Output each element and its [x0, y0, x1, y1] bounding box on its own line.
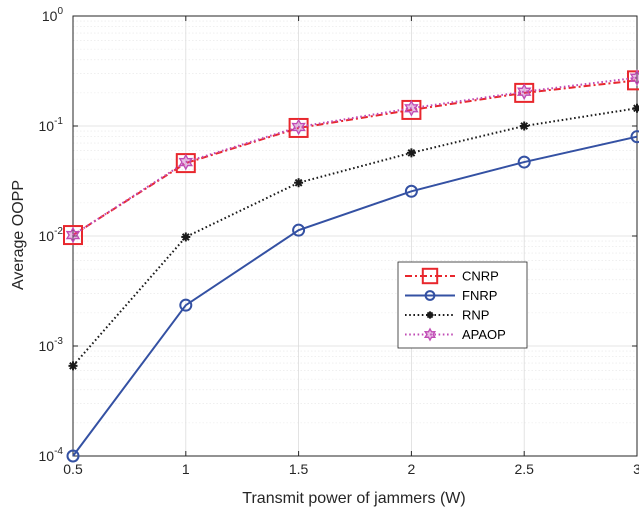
series-layer [63, 69, 639, 463]
legend-marker-rnp [426, 311, 434, 319]
data-point-rnp [68, 361, 78, 371]
legend-label-apaop: APAOP [462, 327, 506, 342]
data-point-apaop [65, 226, 81, 244]
data-point-fnrp [630, 130, 639, 144]
y-tick-label: 10-2 [39, 226, 64, 244]
x-tick-label: 2.5 [514, 461, 534, 477]
legend-marker-cnrp [421, 267, 439, 285]
data-point-rnp [181, 232, 191, 242]
data-point-apaop [516, 83, 532, 101]
data-point-rnp [294, 178, 304, 188]
data-point-apaop [629, 69, 639, 87]
y-axis-label: Average OOPP [10, 180, 27, 290]
y-tick-label: 10-4 [39, 446, 64, 464]
legend-marker-fnrp [424, 290, 436, 301]
y-tick-label: 100 [42, 6, 64, 24]
x-tick-label: 1 [182, 461, 190, 477]
data-point-fnrp [517, 155, 531, 169]
series-rnp [68, 103, 639, 371]
data-point-rnp [406, 148, 416, 158]
x-tick-label: 0.5 [63, 461, 83, 477]
x-tick-label: 3 [633, 461, 639, 477]
data-point-cnrp [63, 225, 83, 246]
data-point-fnrp [292, 223, 306, 237]
legend-label-rnp: RNP [462, 308, 489, 323]
data-point-apaop [291, 118, 306, 136]
data-point-fnrp [179, 298, 193, 312]
legend-label-cnrp: CNRP [462, 269, 499, 284]
series-fnrp [66, 130, 639, 463]
y-tick-label: 10-3 [39, 336, 64, 354]
data-point-apaop [178, 153, 194, 171]
data-point-rnp [632, 103, 639, 113]
x-tick-label: 1.5 [289, 461, 309, 477]
series-apaop [65, 69, 639, 244]
x-axis-label: Transmit power of jammers (W) [242, 490, 465, 507]
series-line-cnrp [72, 79, 638, 236]
legend: CNRP FNRP RNP APAOP [397, 261, 528, 349]
plot-border [72, 15, 638, 457]
data-point-fnrp [404, 184, 418, 198]
legend-item-rnp: RNP [405, 308, 489, 323]
tick-labels: 0.5 1 1.5 2 2.5 3 10-4 10-3 10-2 10-1 100 [39, 6, 639, 477]
y-tick-label: 10-1 [39, 116, 64, 134]
legend-item-apaop: APAOP [405, 327, 506, 342]
legend-item-fnrp: FNRP [405, 288, 497, 303]
legend-box [397, 261, 528, 349]
series-line-fnrp [72, 135, 638, 457]
legend-label-fnrp: FNRP [462, 288, 497, 303]
data-point-apaop [404, 99, 419, 117]
legend-marker-apaop [423, 327, 437, 342]
x-tick-label: 2 [408, 461, 416, 477]
data-point-rnp [519, 121, 529, 131]
data-point-fnrp [66, 449, 80, 463]
legend-item-cnrp: CNRP [405, 267, 499, 285]
